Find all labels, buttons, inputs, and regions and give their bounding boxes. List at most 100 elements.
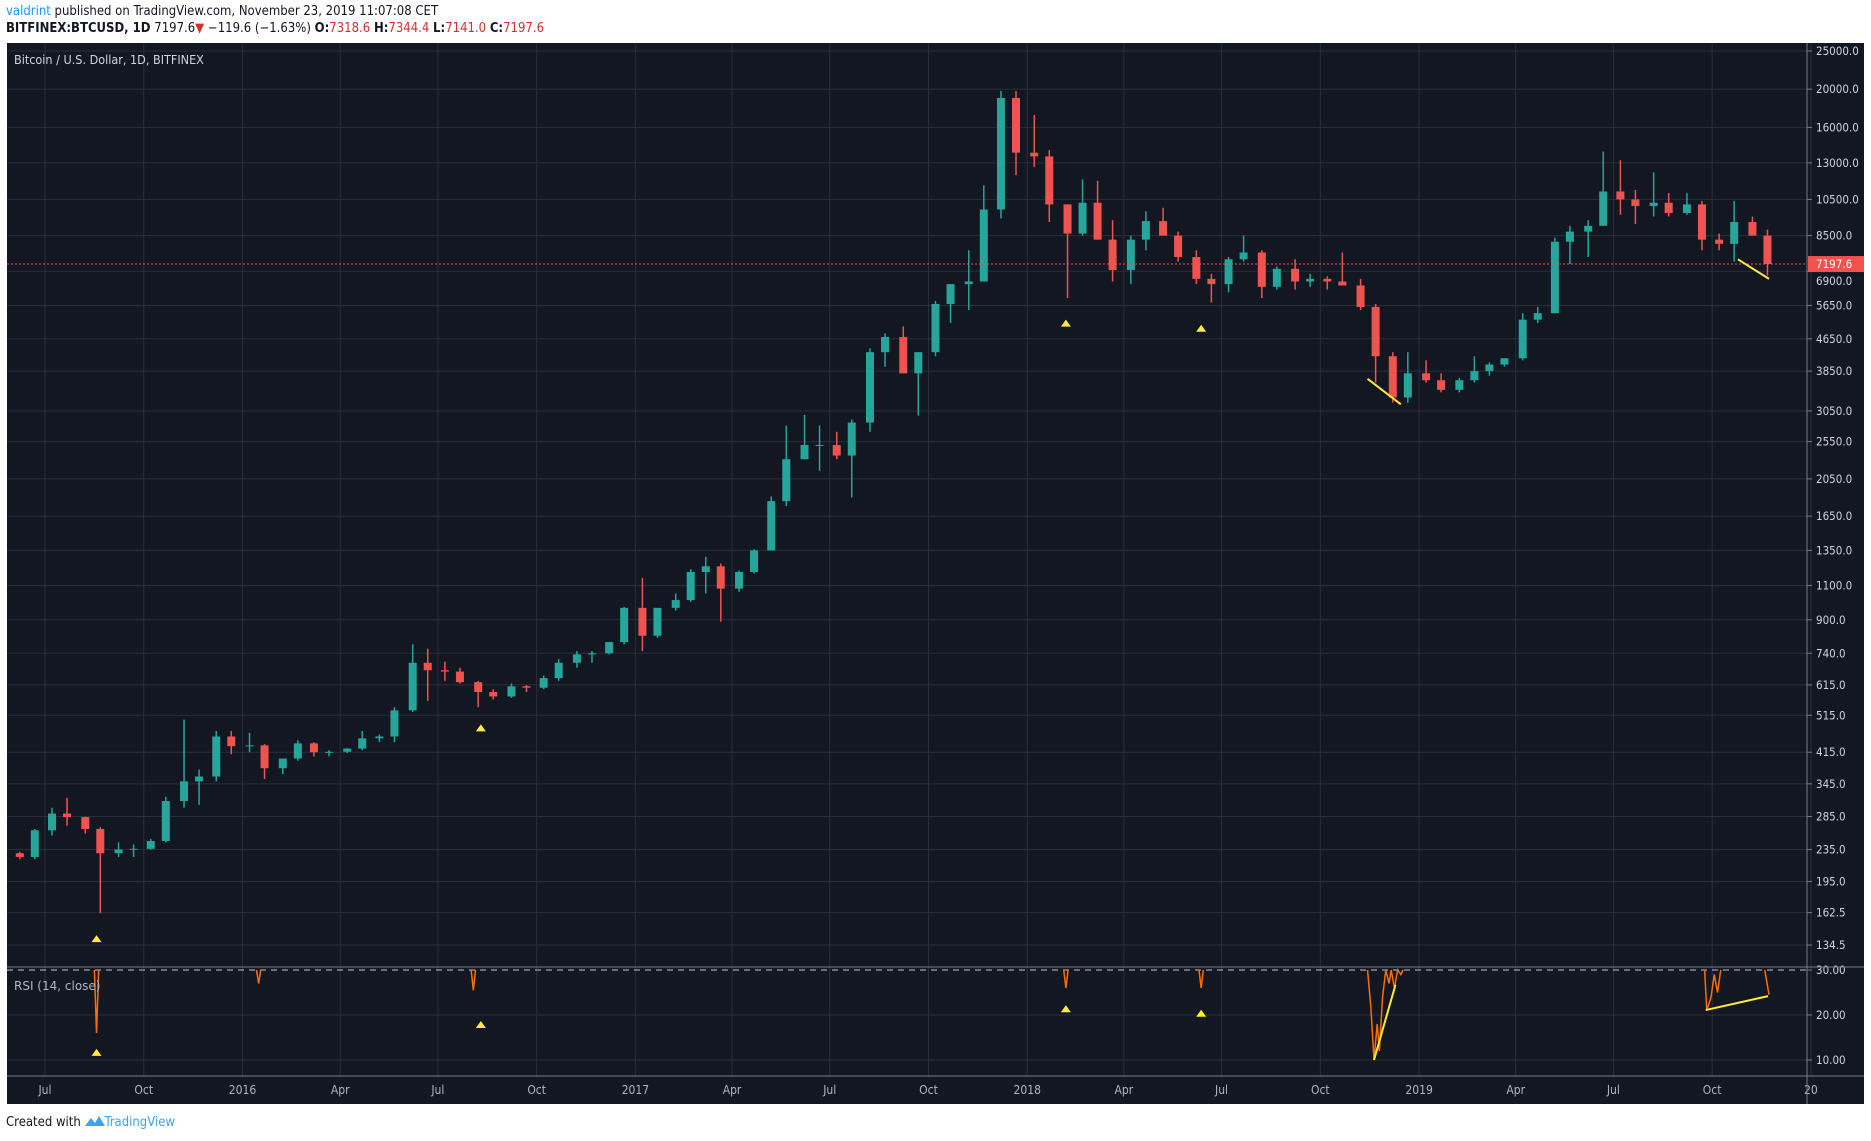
high-value: 7344.4 bbox=[388, 21, 430, 36]
trend-line bbox=[1366, 378, 1402, 406]
rsi-tick-label: 10.00 bbox=[1816, 1053, 1846, 1067]
low-label: L: bbox=[433, 21, 446, 36]
candle-body bbox=[81, 817, 90, 829]
candle-body bbox=[1045, 156, 1054, 205]
candle-body bbox=[15, 853, 24, 857]
rsi-trend-line bbox=[1705, 995, 1769, 1012]
y-tick-label: 10500.0 bbox=[1816, 192, 1859, 206]
candle-body bbox=[1664, 202, 1673, 213]
rsi-line-segment bbox=[470, 969, 477, 991]
candle-body bbox=[1682, 204, 1691, 213]
candle-body bbox=[946, 284, 955, 304]
y-tick-label: 3050.0 bbox=[1816, 404, 1852, 418]
candle-body bbox=[1565, 231, 1574, 242]
candle-body bbox=[1584, 225, 1593, 232]
price-change: −119.6 (−1.63%) bbox=[207, 21, 311, 36]
tradingview-link[interactable]: TradingView bbox=[104, 1115, 175, 1130]
candle-body bbox=[1272, 268, 1281, 287]
up-arrow-marker-icon bbox=[1196, 1009, 1207, 1017]
y-tick-label: 900.0 bbox=[1816, 613, 1846, 627]
candle-body bbox=[408, 662, 417, 711]
candle-body bbox=[324, 751, 333, 753]
candle-body bbox=[278, 758, 287, 769]
candle-body bbox=[1533, 313, 1542, 320]
candle-body bbox=[572, 654, 581, 663]
candle-body bbox=[539, 678, 548, 688]
candle-body bbox=[146, 841, 155, 849]
candle-body bbox=[1192, 256, 1201, 279]
y-tick-label: 195.0 bbox=[1816, 874, 1846, 888]
y-tick-label: 1100.0 bbox=[1816, 578, 1852, 592]
candle-body bbox=[1291, 268, 1300, 282]
y-tick-label: 235.0 bbox=[1816, 843, 1846, 857]
x-tick-label: Jul bbox=[430, 1083, 444, 1097]
candle-body bbox=[1323, 278, 1332, 282]
candle-body bbox=[847, 422, 856, 456]
candle-body bbox=[1748, 222, 1757, 236]
y-tick-label: 285.0 bbox=[1816, 810, 1846, 824]
candle-body bbox=[605, 642, 614, 654]
close-value: 7197.6 bbox=[503, 21, 545, 36]
rsi-tick-label: 30.00 bbox=[1816, 963, 1846, 977]
last-price: 7197.6 bbox=[154, 21, 196, 36]
candle-body bbox=[1078, 202, 1087, 234]
candle-body bbox=[260, 745, 269, 769]
candle-body bbox=[1126, 239, 1135, 271]
candle-body bbox=[245, 745, 254, 747]
candle-body bbox=[1239, 252, 1248, 260]
y-tick-label: 13000.0 bbox=[1816, 156, 1859, 170]
candle-body bbox=[1518, 319, 1527, 359]
candle-body bbox=[30, 830, 39, 857]
candle-body bbox=[1730, 222, 1739, 244]
publish-info: valdrint published on TradingView.com, N… bbox=[6, 4, 438, 19]
candle-body bbox=[750, 550, 759, 572]
up-arrow-marker-icon bbox=[1060, 1005, 1071, 1013]
rsi-line-segment bbox=[255, 969, 262, 984]
candle-body bbox=[440, 670, 449, 672]
candle-body bbox=[1599, 191, 1608, 226]
candle-body bbox=[1422, 373, 1431, 381]
rsi-line-segment bbox=[93, 969, 100, 1034]
candle-body bbox=[161, 801, 170, 842]
candle-body bbox=[1715, 239, 1724, 244]
candle-body bbox=[375, 736, 384, 739]
x-tick-label: Jul bbox=[1606, 1083, 1620, 1097]
y-tick-label: 615.0 bbox=[1816, 678, 1846, 692]
candles bbox=[15, 90, 1772, 914]
y-tick-label: 8500.0 bbox=[1816, 229, 1852, 243]
x-tick-label: 20 bbox=[1804, 1083, 1818, 1097]
candle-body bbox=[1437, 380, 1446, 390]
candle-body bbox=[63, 813, 72, 818]
high-label: H: bbox=[373, 21, 389, 36]
x-tick-label: 2018 bbox=[1014, 1083, 1042, 1097]
y-tick-label: 345.0 bbox=[1816, 777, 1846, 791]
x-tick-label: Jul bbox=[37, 1083, 51, 1097]
candle-body bbox=[701, 566, 710, 572]
x-tick-label: Apr bbox=[1115, 1083, 1134, 1097]
x-tick-label: 2017 bbox=[622, 1083, 649, 1097]
candle-body bbox=[964, 281, 973, 285]
candle-body bbox=[212, 736, 221, 777]
author-link[interactable]: valdrint bbox=[6, 4, 51, 19]
up-arrow-marker-icon bbox=[91, 1048, 102, 1056]
candle-body bbox=[1257, 252, 1266, 287]
candle-body bbox=[1403, 373, 1412, 398]
x-tick-label: Apr bbox=[331, 1083, 350, 1097]
x-tick-label: Oct bbox=[1311, 1083, 1330, 1097]
candle-body bbox=[1306, 278, 1315, 282]
x-tick-label: Jul bbox=[1214, 1083, 1228, 1097]
candle-body bbox=[881, 336, 890, 353]
chart-title: Bitcoin / U.S. Dollar, 1D, BITFINEX bbox=[14, 52, 204, 67]
candle-body bbox=[423, 662, 432, 671]
candle-body bbox=[48, 813, 56, 831]
symbol-info: BITFINEX:BTCUSD, 1D 7197.6▼ −119.6 (−1.6… bbox=[6, 21, 544, 36]
candle-body bbox=[1616, 191, 1625, 200]
candle-body bbox=[815, 444, 824, 446]
x-tick-label: Oct bbox=[919, 1083, 938, 1097]
candle-body bbox=[1141, 221, 1150, 240]
y-tick-label: 2050.0 bbox=[1816, 472, 1852, 486]
candle-body bbox=[1338, 281, 1347, 286]
y-tick-label: 134.5 bbox=[1816, 938, 1846, 952]
y-tick-label: 1350.0 bbox=[1816, 543, 1852, 557]
